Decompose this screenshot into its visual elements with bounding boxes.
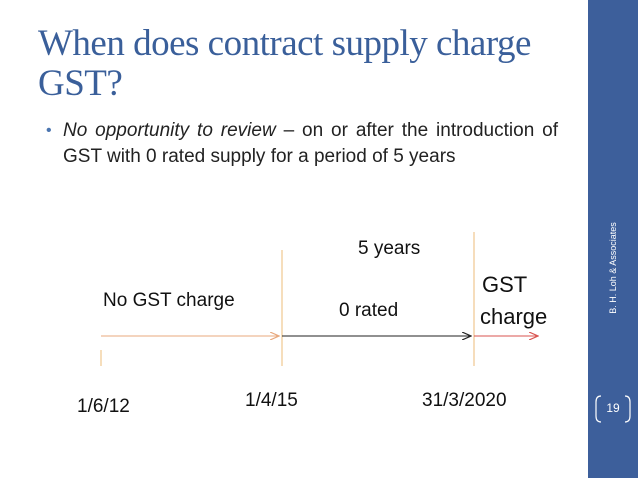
bullet-dot-icon: • [46, 122, 52, 139]
date-end: 31/3/2020 [422, 390, 507, 411]
left-segment-label: No GST charge [103, 290, 235, 311]
bullet-rest: – on or after the introduction of GST wi… [63, 120, 558, 167]
bullet-text: No opportunity to review – on or after t… [63, 118, 558, 170]
date-start: 1/6/12 [77, 396, 130, 417]
page-number: 19 [606, 401, 620, 415]
bullet-item: • No opportunity to review – on or after… [46, 118, 558, 170]
page-number-brackets-icon [595, 395, 631, 423]
sidebar-credit: B. H. Loh & Associates [593, 218, 633, 318]
sidebar-credit-text: B. H. Loh & Associates [608, 222, 619, 314]
right-segment-label-line1: GST [482, 272, 528, 297]
slide-title: When does contract supply charge GST? [38, 23, 531, 104]
period-label: 5 years [358, 238, 421, 259]
bullet-italic-lead: No opportunity to review [63, 120, 276, 141]
right-segment-label-line2: charge [480, 304, 548, 329]
date-gst-intro: 1/4/15 [245, 390, 298, 411]
middle-segment-label: 0 rated [339, 300, 399, 321]
